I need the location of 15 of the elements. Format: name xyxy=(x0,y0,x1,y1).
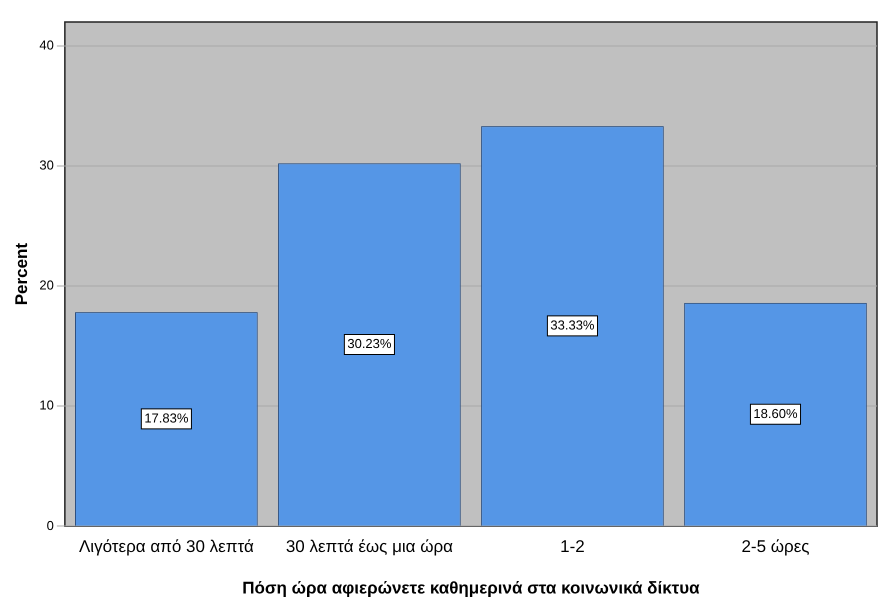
y-tick-label: 30 xyxy=(39,158,54,173)
data-label: 33.33% xyxy=(550,317,595,332)
y-tick-label: 0 xyxy=(46,518,54,533)
y-tick-label: 20 xyxy=(39,278,54,293)
data-label: 18.60% xyxy=(753,406,798,421)
data-label: 30.23% xyxy=(347,336,392,352)
x-tick-label: 30 λεπτά έως μια ώρα xyxy=(286,537,454,556)
x-axis-title: Πόση ώρα αφιερώνετε καθημερινά στα κοινωνικά δίκτυα xyxy=(242,578,700,598)
x-tick-label: 1-2 xyxy=(560,537,585,556)
y-tick-label: 10 xyxy=(39,398,54,413)
y-axis-title: Percent xyxy=(12,242,31,306)
x-tick-label: Λιγότερα από 30 λεπτά xyxy=(78,537,254,556)
data-label: 17.83% xyxy=(144,410,189,426)
y-tick-label: 40 xyxy=(39,38,54,53)
x-tick-label: 2-5 ώρες xyxy=(741,537,810,556)
